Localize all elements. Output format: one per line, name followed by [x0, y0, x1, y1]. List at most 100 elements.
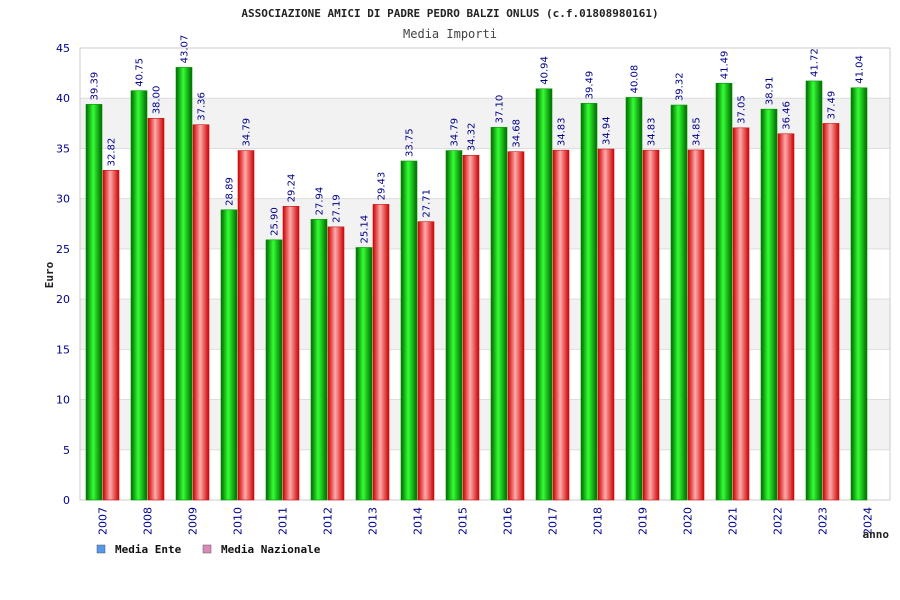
x-tick-label: 2010: [232, 507, 245, 535]
bar-media-nazionale: [102, 170, 120, 501]
bar-media-ente: [355, 247, 373, 501]
bar-media-nazionale: [597, 148, 615, 501]
x-tick-label: 2015: [457, 507, 470, 535]
bar-value-label: 40.75: [135, 58, 146, 87]
y-tick-label: 10: [56, 394, 70, 407]
bar-value-label: 40.08: [630, 65, 641, 94]
bar-value-label: 34.32: [467, 123, 478, 152]
bar-media-ente: [265, 239, 283, 501]
bar-value-label: 40.94: [540, 56, 551, 85]
bar-value-label: 27.19: [332, 194, 343, 223]
bar-value-label: 34.94: [602, 116, 613, 145]
x-tick-label: 2018: [592, 507, 605, 535]
x-tick-label: 2016: [502, 507, 515, 535]
bar-value-label: 29.43: [377, 172, 388, 201]
grid-band: [80, 198, 890, 249]
bar-value-label: 29.24: [287, 174, 298, 203]
bar-value-label: 37.36: [197, 92, 208, 121]
chart-subtitle: Media Importi: [403, 27, 497, 41]
bar-value-label: 41.04: [855, 55, 866, 84]
x-tick-label: 2021: [727, 507, 740, 535]
bar-value-label: 39.49: [585, 71, 596, 100]
x-tick-label: 2023: [817, 507, 830, 535]
bar-value-label: 34.68: [512, 119, 523, 148]
bar-value-label: 43.07: [180, 35, 191, 64]
bar-value-label: 34.83: [647, 118, 658, 147]
y-tick-label: 0: [63, 494, 70, 507]
bar-media-ente: [130, 90, 148, 501]
y-tick-label: 20: [56, 293, 70, 306]
bar-media-ente: [670, 104, 688, 501]
value-labels: 39.39 32.82 40.75 38.00 43.07 37.36 28.89 34.79…: [90, 35, 866, 244]
bar-value-label: 32.82: [107, 138, 118, 167]
legend-label-nazionale: Media Nazionale: [221, 543, 321, 556]
bar-value-label: 27.71: [422, 189, 433, 218]
bar-media-nazionale: [552, 149, 570, 501]
legend-swatch-ente: [96, 544, 106, 554]
bar-media-ente: [445, 150, 463, 501]
bar-media-nazionale: [147, 118, 165, 501]
grid: [79, 47, 891, 501]
bar-media-ente: [220, 209, 238, 501]
bar-media-ente: [310, 219, 328, 501]
legend: Media Ente Media Nazionale: [96, 543, 321, 556]
y-tick-label: 30: [56, 193, 70, 206]
bar-media-ente: [625, 97, 643, 501]
bar-media-ente: [850, 87, 868, 501]
bar-media-ente: [580, 103, 598, 501]
bar-value-label: 38.91: [765, 77, 776, 106]
bar-media-nazionale: [642, 149, 660, 501]
x-tick-label: 2011: [277, 507, 290, 535]
bar-media-ente: [535, 88, 553, 501]
bar-value-label: 25.14: [360, 215, 371, 244]
y-tick-label: 45: [56, 42, 70, 55]
bar-media-ente: [85, 104, 103, 501]
bar-media-ente: [805, 80, 823, 501]
y-tick-label: 35: [56, 142, 70, 155]
bar-value-label: 34.79: [450, 118, 461, 147]
x-tick-label: 2020: [682, 507, 695, 535]
bar-value-label: 38.00: [152, 86, 163, 115]
bar-media-ente: [175, 67, 193, 501]
bar-value-label: 41.49: [720, 51, 731, 80]
y-tick-label: 25: [56, 243, 70, 256]
x-tick-label: 2024: [862, 507, 875, 535]
legend-label-ente: Media Ente: [115, 543, 182, 556]
bar-value-label: 25.90: [270, 207, 281, 236]
plot-border: [79, 47, 891, 501]
x-tick-label: 2009: [187, 507, 200, 535]
bar-value-label: 34.83: [557, 118, 568, 147]
bar-media-nazionale: [282, 206, 300, 501]
bar-value-label: 37.49: [827, 91, 838, 120]
x-tick-label: 2012: [322, 507, 335, 535]
x-tick-label: 2013: [367, 507, 380, 535]
x-tick-label: 2008: [142, 507, 155, 535]
legend-swatch-nazionale: [202, 544, 212, 554]
bar-value-label: 34.79: [242, 118, 253, 147]
bar-value-label: 36.46: [782, 101, 793, 130]
bar-media-nazionale: [372, 204, 390, 501]
bar-value-label: 39.32: [675, 72, 686, 101]
bar-media-nazionale: [327, 226, 345, 501]
bar-value-label: 39.39: [90, 72, 101, 101]
y-tick-label: 5: [63, 444, 70, 457]
bar-media-nazionale: [507, 151, 525, 501]
bar-media-nazionale: [777, 133, 795, 501]
x-tick-label: 2017: [547, 507, 560, 535]
x-tick-label: 2022: [772, 507, 785, 535]
bar-media-ente: [400, 160, 418, 501]
x-tick-label: 2019: [637, 507, 650, 535]
bar-media-ente: [715, 82, 733, 501]
x-tick-label: 2007: [97, 507, 110, 535]
x-axis-ticks: 2007 2008 2009 2010 2011 2012 2013 2014 2015 2016…: [97, 507, 875, 535]
bar-value-label: 33.75: [405, 128, 416, 157]
bar-media-nazionale: [192, 124, 210, 501]
bar-value-label: 28.89: [225, 177, 236, 206]
bar-media-ente: [490, 127, 508, 501]
bar-value-label: 27.94: [315, 187, 326, 216]
y-axis-ticks: 0 5 10 15 20 25 30 35 40 45: [56, 42, 70, 507]
bar-media-nazionale: [417, 221, 435, 501]
bar-media-nazionale: [237, 150, 255, 501]
bar-media-ente: [760, 108, 778, 501]
